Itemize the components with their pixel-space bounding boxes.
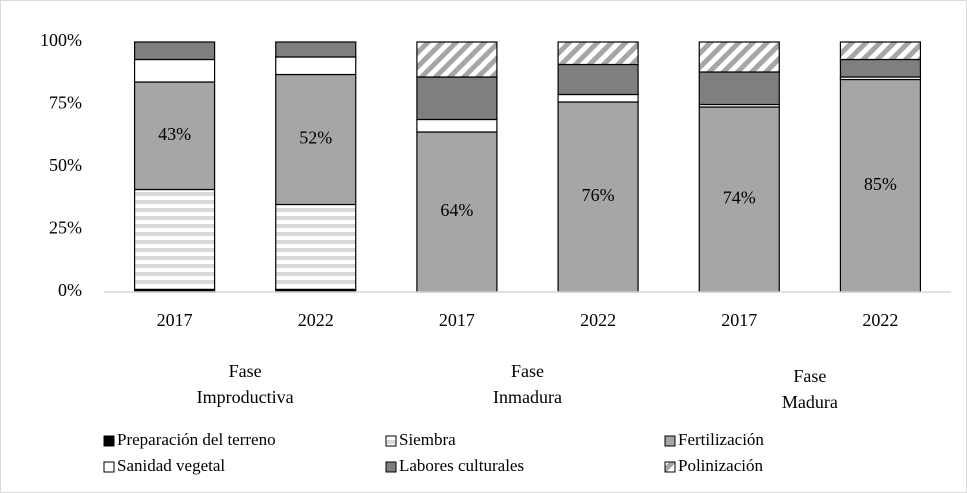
group-label: Fase [793,366,826,386]
legend-label: Labores culturales [399,456,524,475]
data-label: 85% [864,174,897,194]
data-label: 74% [723,188,756,208]
y-tick-label: 25% [49,218,82,238]
y-tick-label: 50% [49,155,82,175]
bar-segment [133,41,216,61]
x-tick-label: 2017 [721,310,757,330]
bar-segment [839,78,922,293]
legend-label: Polinización [678,456,763,475]
bar-segment [839,58,922,78]
x-tick-label: 2022 [298,310,334,330]
data-label: 76% [582,185,615,205]
bar-segment [416,41,498,78]
legend-label: Siembra [399,430,456,449]
bar-segment [275,203,357,291]
legend-swatch [664,435,676,447]
legend-swatch [385,461,397,473]
bar-segment [275,56,357,76]
bar-segment [557,63,639,96]
y-tick-label: 0% [58,280,82,300]
y-tick-label: 75% [49,93,82,113]
legend-swatch [103,435,115,447]
bar-segment [557,93,639,103]
legend-swatch [103,461,115,473]
data-label: 64% [440,200,473,220]
bar-segment [133,188,216,291]
legend-swatch [385,435,397,447]
x-tick-label: 2022 [862,310,898,330]
x-tick-label: 2017 [439,310,475,330]
x-tick-label: 2017 [157,310,193,330]
bar-segment [416,118,498,133]
data-label: 52% [299,128,332,148]
bar-segment [698,41,780,73]
group-label: Fase [229,361,262,381]
x-tick-label: 2022 [580,310,616,330]
group-label: Madura [782,392,838,412]
bar-segment [698,71,780,106]
bar-segment [416,76,498,121]
legend-swatch [664,461,676,473]
legend-label: Preparación del terreno [117,430,276,449]
bar-segment [557,41,639,66]
data-label: 43% [158,124,191,144]
group-label: Fase [511,361,544,381]
bar-segment [416,131,498,293]
legend-label: Sanidad vegetal [117,456,225,475]
y-tick-label: 100% [40,30,82,50]
bar-segment [133,81,216,191]
bar-segment [839,41,922,61]
bar-segment [275,73,357,206]
legend-label: Fertilización [678,430,764,449]
bar-segment [133,58,216,83]
group-label: Inmadura [493,387,562,407]
bar-segment [275,41,357,58]
group-label: Improductiva [197,387,294,407]
